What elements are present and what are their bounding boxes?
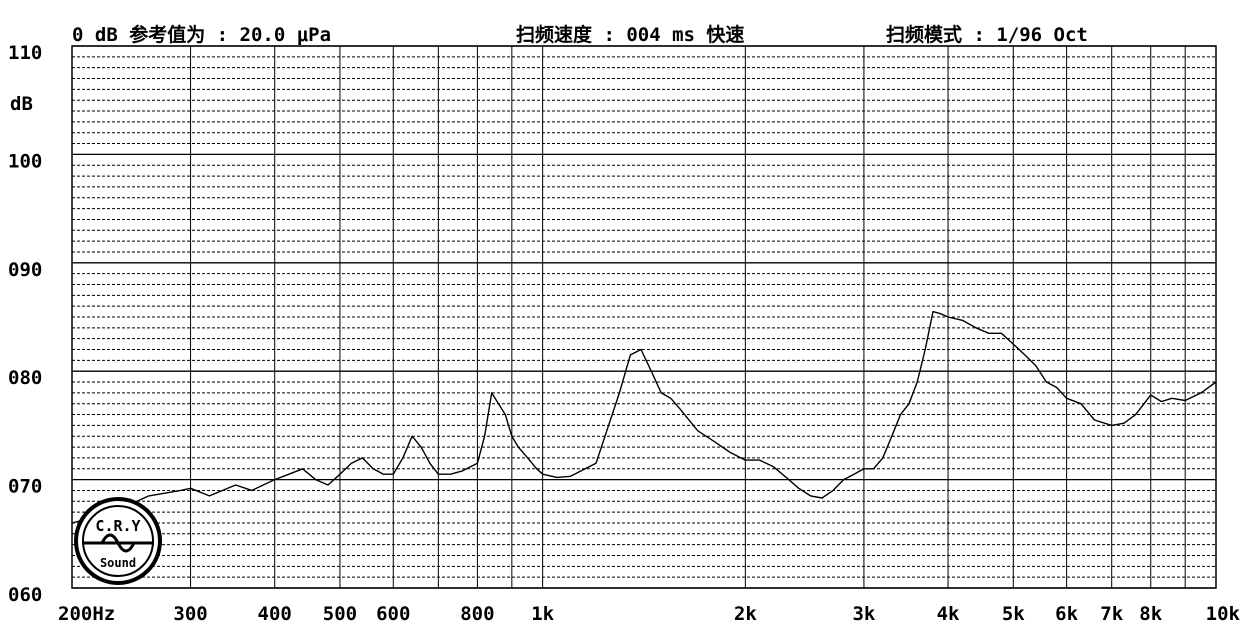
x-tick-label: 800 [460, 603, 494, 625]
x-tick-label: 7k [1100, 603, 1123, 625]
sweep-mode-label: 扫频模式 : 1/96 Oct [886, 23, 1088, 46]
y-tick-label: 080 [8, 367, 42, 389]
x-tick-labels: 200Hz 300 400 500 600 800 1k 2k 3k 4k 5k 6k 7k 8k 10k [58, 603, 1241, 625]
y-tick-label: 110 [8, 42, 42, 64]
x-tick-label: 4k [937, 603, 960, 625]
reference-value-label: 0 dB 参考值为 : 20.0 μPa [72, 23, 331, 46]
x-tick-label: 3k [852, 603, 875, 625]
x-tick-label: 8k [1139, 603, 1162, 625]
x-tick-label: 2k [734, 603, 757, 625]
x-tick-label: 10k [1206, 603, 1241, 625]
series-layer [71, 310, 1217, 524]
y-tick-label: 090 [8, 259, 42, 281]
plot-frame [71, 45, 1217, 589]
x-tick-label: 600 [376, 603, 410, 625]
x-tick-label: 6k [1055, 603, 1078, 625]
y-tick-labels: 110 100 090 080 070 060 [8, 42, 42, 606]
minor-gridlines [72, 56, 1216, 578]
x-tick-label: 300 [173, 603, 207, 625]
x-tick-label: 1k [531, 603, 554, 625]
logo-top-text: C.R.Y [95, 517, 140, 535]
x-tick-label: 500 [323, 603, 357, 625]
cry-sound-logo: C.R.Y Sound [74, 497, 162, 585]
major-gridlines [71, 45, 1217, 589]
x-tick-label: 400 [258, 603, 292, 625]
y-tick-label: 100 [8, 150, 42, 172]
sweep-speed-label: 扫频速度 : 004 ms 快速 [516, 23, 744, 46]
y-axis-unit-label: dB [10, 93, 33, 115]
x-tick-label: 5k [1002, 603, 1025, 625]
x-tick-label: 200Hz [58, 603, 115, 625]
y-tick-label: 070 [8, 476, 42, 498]
logo-bottom-text: Sound [100, 556, 136, 570]
response-curve [71, 310, 1217, 524]
y-tick-label: 060 [8, 584, 42, 606]
